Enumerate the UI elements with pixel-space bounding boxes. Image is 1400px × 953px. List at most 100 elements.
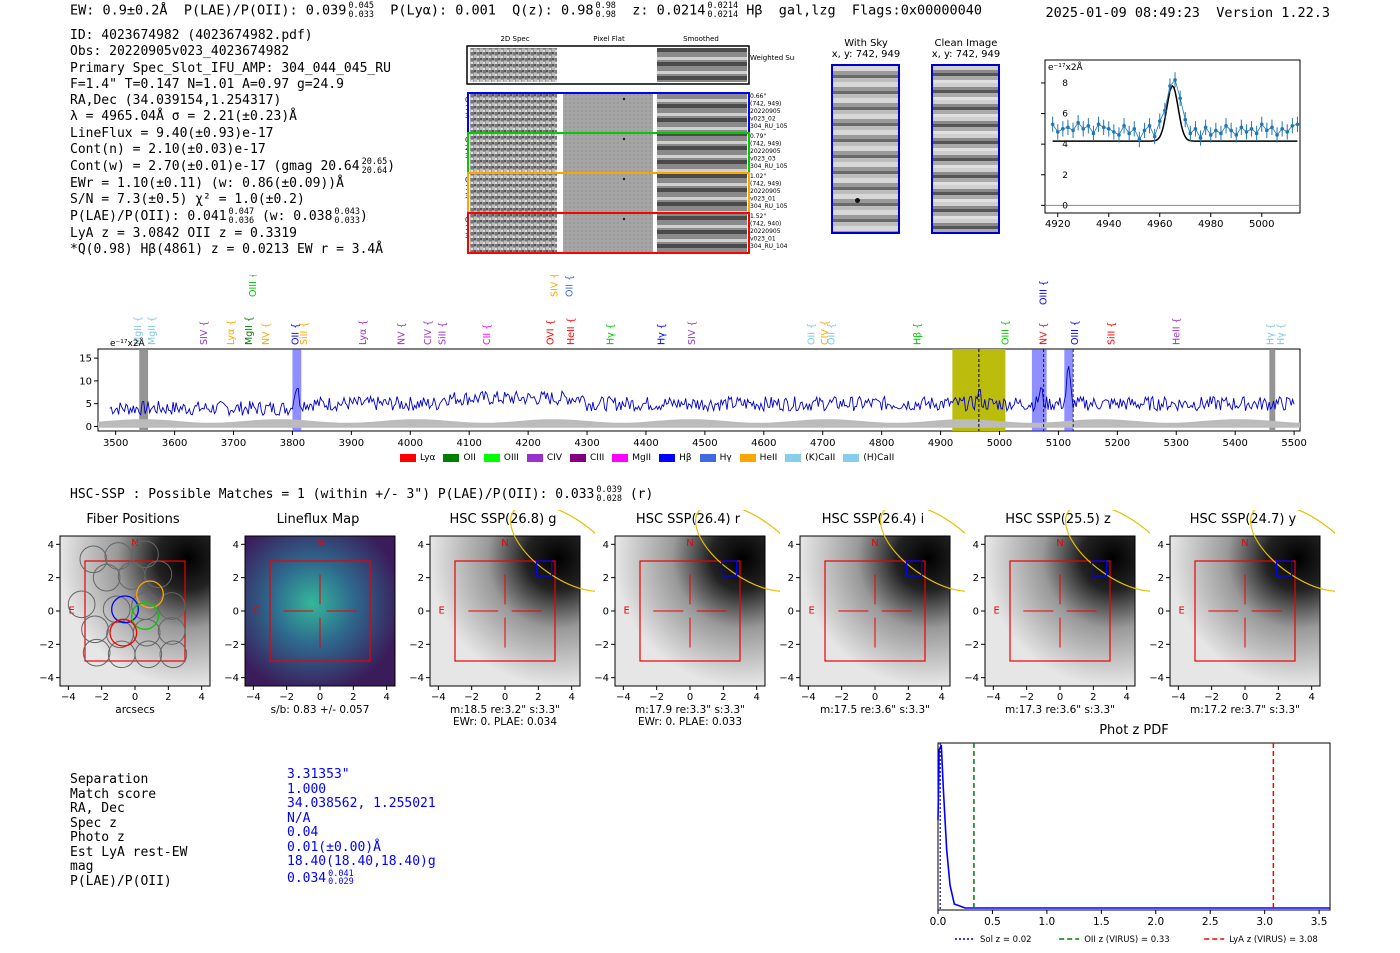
zoom-data-point xyxy=(1285,130,1290,134)
spectrum-line-label: Hγ { xyxy=(606,323,617,345)
panel-ytick-label: −4 xyxy=(40,673,54,684)
spectrum-line-label: OIII { xyxy=(1000,320,1011,345)
zoom-data-point xyxy=(1137,137,1142,142)
spectrum-xtick-label: 4600 xyxy=(751,438,776,449)
legend-swatch xyxy=(570,454,587,462)
cutout-2d-spec xyxy=(470,174,557,212)
panel-ytick-label: 0 xyxy=(48,607,54,618)
spectrum-line-label: MgII { xyxy=(244,316,255,345)
cutout-row: 0.171.453441.02"(742, 949)20220905v023_0… xyxy=(465,172,788,214)
photz-legend-item: Sol z = 0.02 xyxy=(955,935,1032,945)
zoom-xtick-label: 4980 xyxy=(1198,219,1223,230)
galaxy-ellipse xyxy=(510,510,595,592)
hsc-cutout-image xyxy=(985,536,1135,686)
panel-xtick-label: 0 xyxy=(687,692,693,703)
panel-ytick-label: −4 xyxy=(410,673,424,684)
fiber-circle xyxy=(92,563,121,592)
zoom-data-point xyxy=(1265,128,1269,133)
info-qline: *Q(0.98) Hβ(4861) z = 0.0213 EW r = 3.4Å xyxy=(70,241,384,257)
match-value: 0.034 0.041 0.029 xyxy=(287,869,436,887)
zoom-data-point xyxy=(1168,84,1172,88)
panel-ytick-label: 0 xyxy=(1158,607,1164,618)
header-line: Hβ xyxy=(746,2,763,19)
panel-xtick-label: 4 xyxy=(198,692,204,703)
east-label: E xyxy=(994,606,1000,617)
zoom-data-point xyxy=(1117,133,1121,137)
spectrum-xtick-label: 4500 xyxy=(692,438,717,449)
imaging-panel: HSC SSP(26.4) r N E −4 −2 0 2 4 4 2 0 −2 −4 m:17.9 re… xyxy=(595,510,780,725)
panel-ytick-label: −2 xyxy=(780,640,794,651)
match-value: 0.04 xyxy=(287,825,319,840)
imaging-panel: HSC SSP(26.4) i N E −4 −2 0 2 4 4 2 0 −2 −4 m:17.5 re… xyxy=(780,510,965,725)
panel-ytick-label: 4 xyxy=(418,540,424,551)
photz-legend-item: LyA z (VIRUS) = 3.08 xyxy=(1204,935,1318,945)
imaging-panel-svg: N E −4 −2 0 2 4 4 2 0 −2 −4 m:18.5 re:3.2" s:3.3"EWr… xyxy=(410,510,595,725)
panel-xlabel: m:17.9 re:3.3" s:3.3" xyxy=(635,704,745,716)
cutout-row-right-label: 304_RU_105 xyxy=(750,123,788,130)
imaging-panel-title: HSC SSP(26.4) r xyxy=(635,512,741,527)
spectrum-line-label: OIII { xyxy=(1039,280,1050,305)
fiber-circle xyxy=(157,592,186,620)
spectrum-ytick-label: 0 xyxy=(86,422,92,433)
panel-xtick-label: −4 xyxy=(616,692,631,703)
spectrum-legend-item: (H)CaII xyxy=(843,453,894,463)
spectrum-line-label: OIII { xyxy=(248,275,259,297)
zoom-data-point xyxy=(1066,125,1070,130)
panel-xtick-label: 0 xyxy=(502,692,508,703)
spectrum-legend-item: Lyα xyxy=(400,453,435,463)
spectrum-highlight-region xyxy=(1031,349,1047,431)
east-label: E xyxy=(439,606,445,617)
catalog-box xyxy=(1276,560,1293,577)
panel-ytick-label: 2 xyxy=(1158,573,1164,584)
legend-label: OIII xyxy=(503,453,519,463)
fiber-highlight-blue xyxy=(111,595,139,624)
aperture-box xyxy=(269,560,371,662)
legend-swatch xyxy=(785,454,802,462)
spectrum-legend-item: MgII xyxy=(612,453,651,463)
cutout-flat-dot xyxy=(622,97,626,101)
zoom-data-point xyxy=(1127,131,1131,136)
north-label: N xyxy=(686,538,693,549)
cutout-flat-dot xyxy=(622,177,626,181)
panel-ytick-label: 2 xyxy=(788,573,794,584)
info-contw-text: Cont(w) = 2.70(±0.01)e-17 (gmag 20.64 xyxy=(70,159,360,175)
spectrum-legend-item: CIV xyxy=(526,453,562,463)
spectrum-legend-item: CIII xyxy=(570,453,604,463)
zoom-xtick-label: 4920 xyxy=(1045,219,1070,230)
galaxy-ellipse xyxy=(1250,510,1335,592)
north-label: N xyxy=(1241,538,1248,549)
cutout-row-frame xyxy=(467,212,750,254)
info-ewr: EWr = 1.10(±0.11) (w: 0.86(±0.09))Å xyxy=(70,175,344,191)
panel-xtick-label: 0 xyxy=(872,692,878,703)
header-summary: EW: 0.9±0.2Å P(LAE)/P(OII): 0.039 0.045 0.… xyxy=(70,2,982,19)
photz-legend-label: OII z (VIRUS) = 0.33 xyxy=(1084,935,1170,945)
spectrum-line-label: Lyα { xyxy=(358,320,369,345)
cutout-row-right-label: 20220905 xyxy=(750,108,781,115)
info-params: F=1.4" T=0.147 N=1.01 A=0.97 g=24.9 xyxy=(70,76,344,92)
cutout-pixel-flat xyxy=(563,214,653,252)
panel-ytick-label: −2 xyxy=(595,640,609,651)
panel-ytick-label: 2 xyxy=(233,573,239,584)
panel-xtick-label: −4 xyxy=(431,692,446,703)
zoom-data-point xyxy=(1122,123,1126,128)
detection-info: ID: 4023674982 (4023674982.pdf) Obs: 202… xyxy=(70,28,395,258)
cutout-pixel-flat xyxy=(563,134,653,172)
cutout-row-right-label: 1.52" xyxy=(750,213,766,220)
header-plya: P(Lyα): 0.001 xyxy=(390,2,496,19)
fiber-circle xyxy=(79,545,108,574)
panel-ytick-label: 4 xyxy=(973,540,979,551)
zoom-data-point xyxy=(1208,133,1213,137)
cutout-row-right-label: 20220905 xyxy=(750,228,781,235)
cutout-row-right-label: 1.02" xyxy=(750,173,766,180)
info-contw: Cont(w) = 2.70(±0.01)e-17 (gmag 20.64 20.… xyxy=(70,157,396,176)
catalog-box xyxy=(721,560,738,577)
zoom-xtick-label: 5000 xyxy=(1249,219,1274,230)
cutout-row-right-label: v023_03 xyxy=(750,156,776,163)
spectrum-line-label: SIV { xyxy=(550,275,561,297)
cutout-2d-spec xyxy=(470,94,557,132)
zoom-ytick-label-inner: 2 xyxy=(1062,171,1068,181)
panel-ytick-label: 0 xyxy=(973,607,979,618)
panel-xtick-label: 2 xyxy=(1090,692,1096,703)
info-lya-z: LyA z = 3.0842 OII z = 0.3319 xyxy=(70,225,297,241)
zoom-data-point xyxy=(1112,130,1116,134)
